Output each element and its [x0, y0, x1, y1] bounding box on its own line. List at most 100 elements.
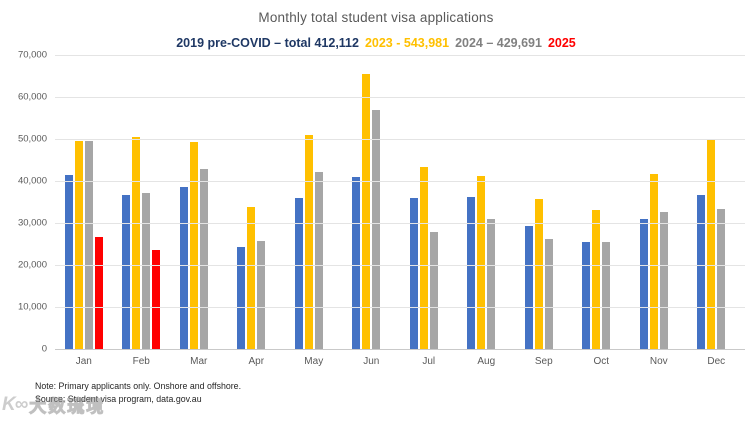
- bar-2023-nov: [649, 174, 658, 349]
- bar-2024-jun: [372, 110, 381, 349]
- bar-group-feb: [122, 55, 161, 349]
- bar-2019-jul: [409, 197, 418, 349]
- bar-slot: [612, 55, 620, 349]
- gridline-10000: [55, 307, 745, 308]
- bar-slot: [152, 55, 161, 349]
- bar-2023-feb: [132, 136, 141, 349]
- bar-2023-jul: [419, 167, 428, 349]
- bar-slot: [325, 55, 333, 349]
- bar-group-dec: [697, 55, 735, 349]
- category-sep: Sep: [515, 55, 573, 367]
- bar-2023-oct: [592, 209, 601, 349]
- bar-group-nov: [639, 55, 678, 349]
- x-axis-label-may: May: [304, 356, 324, 367]
- bar-slot: [440, 55, 448, 349]
- bar-slot: [179, 55, 188, 349]
- bar-2023-aug: [477, 175, 486, 349]
- category-may: May: [285, 55, 343, 367]
- bar-slot: [582, 55, 591, 349]
- gridline-20000: [55, 265, 745, 266]
- x-axis-label-jul: Jul: [422, 356, 436, 367]
- legend-segment-0: 2019 pre-COVID – total 412,112: [176, 36, 359, 50]
- bar-slot: [524, 55, 533, 349]
- category-jul: Jul: [400, 55, 458, 367]
- bar-2023-mar: [189, 141, 198, 349]
- bar-slot: [707, 55, 716, 349]
- bar-2024-aug: [487, 218, 496, 349]
- bar-slot: [362, 55, 371, 349]
- bar-slot: [467, 55, 476, 349]
- x-axis-label-mar: Mar: [190, 356, 208, 367]
- bar-slot: [477, 55, 486, 349]
- bar-slot: [534, 55, 543, 349]
- x-axis-label-feb: Feb: [132, 356, 150, 367]
- x-axis-label-jun: Jun: [363, 356, 380, 367]
- bar-2019-may: [294, 197, 303, 349]
- y-axis-tick-label: 0: [41, 343, 47, 355]
- bar-slot: [602, 55, 611, 349]
- bar-group-jan: [64, 55, 103, 349]
- y-axis-tick-label: 10,000: [17, 301, 47, 313]
- bar-slot: [487, 55, 496, 349]
- bar-slot: [84, 55, 93, 349]
- bar-slot: [132, 55, 141, 349]
- bar-slot: [717, 55, 726, 349]
- bar-2024-mar: [199, 169, 208, 349]
- bar-2019-sep: [524, 225, 533, 349]
- bar-2019-mar: [179, 187, 188, 349]
- bar-2024-jul: [429, 232, 438, 349]
- category-aug: Aug: [458, 55, 516, 367]
- gridline-40000: [55, 181, 745, 182]
- legend-segment-3: 2025: [547, 36, 576, 50]
- y-axis-tick-label: 50,000: [17, 133, 47, 145]
- bar-slot: [122, 55, 131, 349]
- source-line: Source: Student visa program, data.gov.a…: [35, 394, 202, 405]
- bar-slot: [697, 55, 706, 349]
- chart-legend: 2019 pre-COVID – total 412,112 2023 - 543…: [0, 36, 752, 50]
- bar-2019-jun: [352, 176, 361, 349]
- gridline-50000: [55, 139, 745, 140]
- bar-slot: [497, 55, 505, 349]
- bar-slot: [304, 55, 313, 349]
- bar-slot: [670, 55, 678, 349]
- x-axis-label-apr: Apr: [248, 356, 265, 367]
- x-axis-label-oct: Oct: [593, 356, 610, 367]
- category-dec: Dec: [688, 55, 746, 367]
- bar-2025-jan: [94, 237, 103, 349]
- bar-slot: [382, 55, 390, 349]
- category-jun: Jun: [343, 55, 401, 367]
- bar-2023-sep: [534, 199, 543, 349]
- y-axis-tick-label: 60,000: [17, 91, 47, 103]
- bar-slot: [372, 55, 381, 349]
- y-axis-tick-label: 40,000: [17, 175, 47, 187]
- y-axis-tick-label: 30,000: [17, 217, 47, 229]
- bar-slot: [592, 55, 601, 349]
- bar-2024-feb: [142, 193, 151, 349]
- bar-group-aug: [467, 55, 505, 349]
- x-axis-label-aug: Aug: [477, 356, 496, 367]
- gridline-30000: [55, 223, 745, 224]
- x-axis-label-jan: Jan: [75, 356, 92, 367]
- y-axis-tick-label: 70,000: [17, 49, 47, 61]
- bar-slot: [419, 55, 428, 349]
- plot-area: Jan Feb Mar Apr May Jun Jul Aug Sep Oct Nov Dec 0 10…: [18, 50, 746, 367]
- bar-slot: [94, 55, 103, 349]
- bar-group-apr: [237, 55, 275, 349]
- bar-2024-nov: [659, 212, 668, 349]
- bar-2023-dec: [707, 139, 716, 349]
- bar-group-may: [294, 55, 333, 349]
- category-jan: Jan: [55, 55, 113, 367]
- bar-slot: [247, 55, 256, 349]
- bar-group-sep: [524, 55, 563, 349]
- bar-slot: [267, 55, 275, 349]
- bar-slot: [74, 55, 83, 349]
- bar-2019-feb: [122, 195, 131, 349]
- gridline-70000: [55, 55, 745, 56]
- bar-2019-oct: [582, 241, 591, 349]
- bar-slot: [544, 55, 553, 349]
- watermark-logo-icon: K∞: [2, 393, 28, 415]
- bar-2023-may: [304, 134, 313, 349]
- x-axis-label-dec: Dec: [707, 356, 726, 367]
- bar-2023-apr: [247, 207, 256, 349]
